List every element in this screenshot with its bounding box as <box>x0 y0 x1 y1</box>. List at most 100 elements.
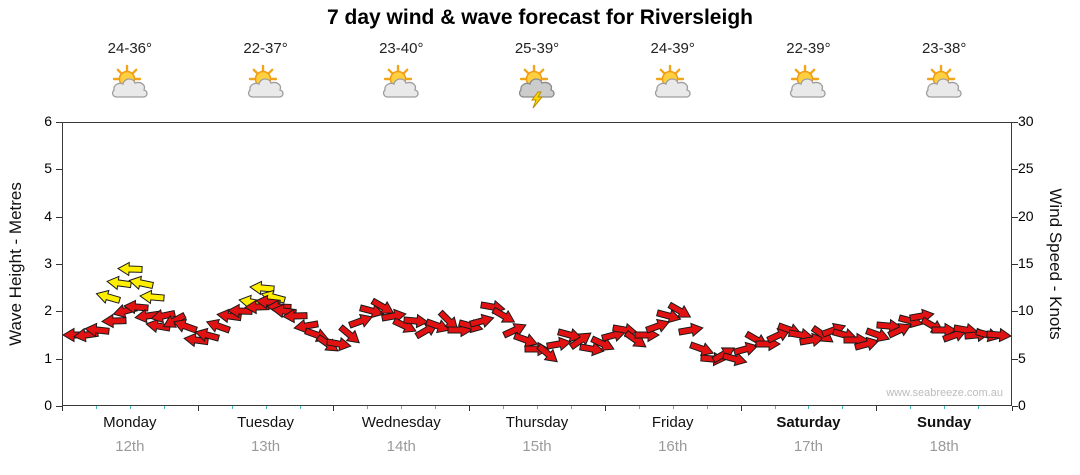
wind-arrow <box>292 315 320 335</box>
wind-arrow <box>138 288 165 306</box>
y-tick-mark-right <box>1012 311 1018 313</box>
wind-arrow <box>731 338 760 360</box>
plot-area: www.seabreeze.com.au <box>62 122 1012 406</box>
wind-arrow <box>511 328 541 352</box>
temp-range: 22-37° <box>243 40 288 57</box>
x-tick-mark-minor <box>672 406 674 409</box>
y-tick-mark-left <box>56 216 62 218</box>
storm-icon <box>518 64 555 109</box>
wind-arrow <box>380 306 408 326</box>
sun-cloud-icon <box>926 64 962 98</box>
left-axis-label: Wave Height - Metres <box>6 182 25 346</box>
y-tick-mark-left <box>56 406 62 407</box>
date-label: 16th <box>658 438 688 455</box>
wind-arrow <box>798 330 826 350</box>
y-tick-label-left: 2 <box>44 302 52 319</box>
x-tick-mark-minor <box>706 406 708 409</box>
wind-arrow <box>677 320 705 340</box>
x-tick-mark-minor <box>299 406 301 409</box>
weather-icon-wrap <box>650 64 696 110</box>
y-tick-label-left: 0 <box>44 397 52 413</box>
x-tick-mark-minor <box>401 406 403 409</box>
y-tick-mark-right <box>1012 264 1018 265</box>
wind-arrow <box>83 321 111 340</box>
sun-cloud-icon <box>654 64 691 98</box>
date-label: 13th <box>250 438 281 455</box>
y-tick-label-right: 25 <box>1018 160 1034 177</box>
y-tick-mark-left <box>56 122 62 123</box>
wind-arrow <box>248 279 275 297</box>
wind-arrow <box>423 314 453 338</box>
x-tick-mark-major <box>876 406 878 411</box>
wind-arrow <box>489 303 520 330</box>
temp-range: 25-39° <box>514 40 560 57</box>
x-tick-mark-major <box>197 406 199 411</box>
wind-arrow <box>578 339 606 359</box>
y-tick-mark-right <box>1012 122 1018 123</box>
wind-arrow <box>467 310 496 332</box>
wind-arrow <box>192 324 221 346</box>
date-label: 14th <box>386 438 416 455</box>
date-label: 15th <box>522 438 552 455</box>
wind-arrow <box>566 326 596 354</box>
wind-arrow <box>720 348 749 370</box>
y-tick-label-right: 5 <box>1018 349 1026 366</box>
wind-arrow <box>852 333 881 355</box>
wind-arrow <box>282 308 309 325</box>
x-tick-mark-minor <box>95 406 97 409</box>
x-tick-mark-minor <box>265 406 267 409</box>
x-tick-mark-minor <box>435 406 437 409</box>
watermark: www.seabreeze.com.au <box>886 387 1003 399</box>
y-tick-label-right: 30 <box>1018 113 1034 129</box>
x-tick-mark-minor <box>503 406 505 409</box>
day-label-monday: Monday <box>103 414 157 431</box>
y-tick-mark-left <box>56 358 62 360</box>
day-label-tuesday: Tuesday <box>237 414 295 431</box>
wind-arrow <box>985 326 1012 344</box>
y-tick-label-left: 6 <box>44 113 52 129</box>
x-tick-mark-minor <box>910 406 912 409</box>
x-tick-mark-major <box>604 406 606 411</box>
x-tick-mark-minor <box>774 406 776 409</box>
x-tick-mark-minor <box>638 406 640 409</box>
wind-arrow <box>159 308 189 334</box>
wind-arrow <box>325 334 353 354</box>
wind-arrow <box>665 298 696 325</box>
weather-icon-wrap <box>243 64 289 110</box>
x-tick-mark-major <box>740 406 742 411</box>
wind-arrow <box>127 272 156 293</box>
wind-arrow <box>357 300 386 322</box>
wind-arrow <box>687 337 717 361</box>
y-tick-mark-right <box>1012 216 1018 218</box>
wind-arrow <box>545 334 573 354</box>
x-tick-mark-minor <box>163 406 165 409</box>
sun-cloud-icon <box>111 64 148 98</box>
sun-cloud-icon <box>247 64 284 98</box>
wind-arrow <box>105 273 133 292</box>
wind-arrow <box>170 314 200 338</box>
y-tick-mark-left <box>56 311 62 313</box>
temp-range: 24-36° <box>107 40 153 57</box>
weather-icon-wrap <box>921 64 967 110</box>
date-label: 18th <box>929 438 959 455</box>
y-tick-mark-right <box>1012 169 1018 171</box>
right-axis-label: Wind Speed - Knots <box>1046 188 1065 340</box>
day-label-friday: Friday <box>651 414 694 431</box>
sun-cloud-icon <box>383 64 419 98</box>
y-tick-label-left: 1 <box>44 349 52 366</box>
weather-icon-wrap <box>514 64 560 110</box>
day-label-thursday: Thursday <box>505 414 569 431</box>
wind-arrow <box>335 321 365 350</box>
wind-arrow <box>412 317 443 344</box>
date-label: 17th <box>793 438 824 455</box>
y-tick-label-left: 3 <box>44 255 52 271</box>
y-tick-mark-right <box>1012 406 1018 407</box>
wind-arrow <box>588 332 618 357</box>
weather-icon-wrap <box>107 64 153 110</box>
y-tick-label-left: 4 <box>44 207 52 224</box>
y-tick-label-right: 10 <box>1018 302 1034 319</box>
wind-arrow <box>100 312 127 329</box>
x-tick-mark-minor <box>978 406 980 409</box>
